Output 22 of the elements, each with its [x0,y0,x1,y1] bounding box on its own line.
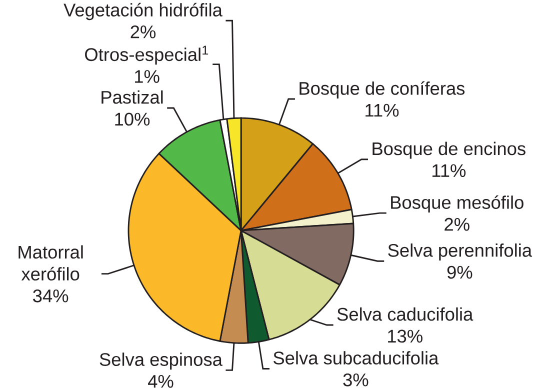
slice-label: Vegetación hidrófila [64,3,222,20]
data-label: 2% [130,26,156,38]
data-label: 11% [366,104,399,117]
slice-label: Bosque de encinos [372,142,526,159]
data-label: 3% [343,374,368,387]
data-label: 34% [33,290,68,303]
slice-label: Matorral xerófilo [18,245,83,281]
data-label: 11% [432,164,466,178]
slice-label: Selva espinosa [100,352,222,370]
data-label: 4% [148,375,174,388]
data-label: 9% [447,266,472,279]
data-label: 10% [115,112,150,126]
slice-label: Selva subcaducifolia [274,351,439,365]
slice-label: Selva caducifolia [337,308,474,321]
slice-label: Otros-especial$^{1}$ [85,46,208,65]
data-label: 2% [444,218,470,231]
slice-label: Bosque de coníferas [300,81,465,99]
slice-label: Pastizal [102,90,163,104]
data-label: 13% [388,330,422,343]
slice-label: Selva perennifolia [388,244,532,261]
data-label: 1% [135,70,160,84]
slice-label: Bosque mesófilo [391,196,524,213]
